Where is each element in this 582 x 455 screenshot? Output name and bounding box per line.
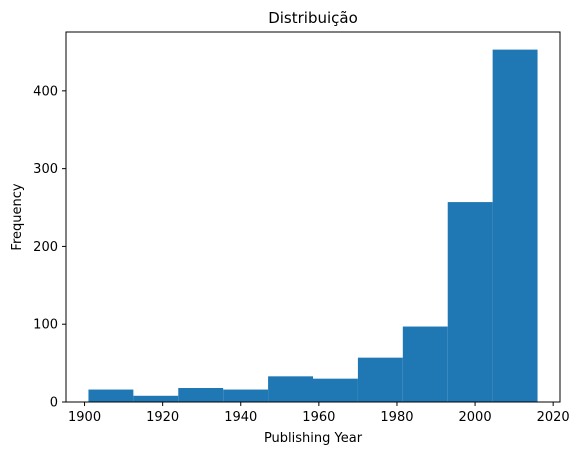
histogram-bar-3	[223, 389, 269, 402]
y-tick-label-2: 200	[33, 240, 58, 255]
histogram-bar-2	[178, 387, 224, 402]
histogram-bar-7	[402, 326, 448, 402]
x-axis-label: Publishing Year	[264, 431, 363, 446]
y-tick-label-3: 300	[33, 162, 58, 177]
bars-group	[88, 49, 538, 402]
y-tick-label-0: 0	[50, 396, 58, 411]
x-axis-ticks: 1900 1920 1940 1960 1980 2000 2020	[68, 402, 570, 425]
histogram-bar-6	[357, 357, 403, 402]
x-tick-label-0: 1900	[68, 410, 101, 425]
histogram-bar-1	[133, 395, 179, 402]
x-tick-label-1: 1920	[146, 410, 179, 425]
histogram-bar-0	[88, 389, 134, 402]
histogram-bar-4	[268, 376, 313, 402]
histogram-bar-8	[447, 202, 493, 402]
x-tick-label-4: 1980	[380, 410, 413, 425]
x-tick-label-3: 1960	[302, 410, 335, 425]
histogram-bar-5	[313, 378, 358, 402]
y-tick-label-1: 100	[33, 318, 58, 333]
plot-frame	[65, 31, 561, 403]
y-axis-ticks: 0 100 200 300 400	[33, 84, 66, 411]
x-tick-label-6: 2020	[537, 410, 570, 425]
x-tick-label-2: 1940	[224, 410, 257, 425]
y-tick-label-4: 400	[33, 84, 58, 99]
chart-title: Distribuição	[268, 9, 358, 27]
histogram-bar-9	[492, 49, 538, 402]
x-tick-label-5: 2000	[459, 410, 492, 425]
y-axis-label: Frequency	[10, 183, 25, 250]
